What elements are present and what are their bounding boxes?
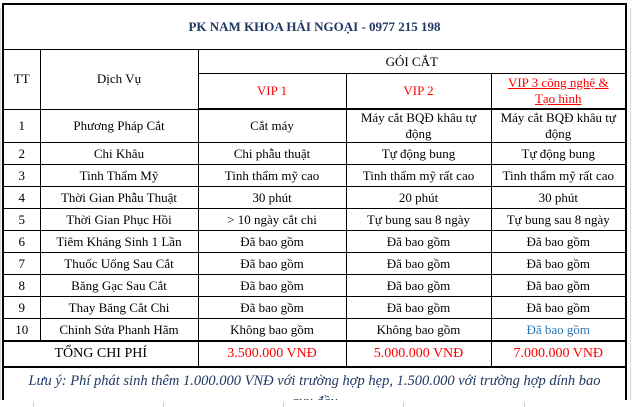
total-label: TỔNG CHI PHÍ <box>2 340 199 368</box>
vip1-value: 30 phút <box>197 186 347 209</box>
table-row: 3 Tinh Thẩm Mỹ Tinh thẩm mỹ cao Tinh thẩ… <box>2 164 627 187</box>
vip1-value: Không bao gồm <box>197 318 347 342</box>
table-row: 9 Thay Băng Cắt Chi Đã bao gồm Đã bao gồ… <box>2 296 627 319</box>
table-row: 6 Tiêm Kháng Sinh 1 Lần Đã bao gồm Đã ba… <box>2 230 627 253</box>
total-price-vip2: 5.000.000 VNĐ <box>345 340 492 368</box>
service-name: Thuốc Uống Sau Cắt <box>39 252 199 275</box>
service-name: Tinh Thẩm Mỹ <box>39 164 199 187</box>
vip1-value: Đã bao gồm <box>197 252 347 275</box>
row-number: 5 <box>2 208 41 231</box>
table-row: 10 Chinh Sửa Phanh Hãm Không bao gồm Khô… <box>2 318 627 342</box>
vip3-value: Đã bao gồm <box>490 252 627 275</box>
col-header-vip2: VIP 2 <box>345 73 492 110</box>
vip2-value: Tinh thẩm mỹ rất cao <box>345 164 492 187</box>
gridline <box>33 402 34 407</box>
row-number: 9 <box>2 296 41 319</box>
vip2-value: Đã bao gồm <box>345 274 492 297</box>
vip2-value: Tự động bung <box>345 142 492 165</box>
table-row: 4 Thời Gian Phẫu Thuật 30 phút 20 phút 3… <box>2 186 627 209</box>
vip3-value: Đã bao gồm <box>490 296 627 319</box>
gridline <box>524 402 525 407</box>
row-number: 10 <box>2 318 41 342</box>
vip1-value: Chi phẫu thuật <box>197 142 347 165</box>
header-row-vips: VIP 1 VIP 2 VIP 3 công nghệ & Tạo hình <box>3 73 627 110</box>
header-row-group: TT Dịch Vụ GÓI CẮT <box>2 49 627 110</box>
vip2-value: Không bao gồm <box>345 318 492 342</box>
service-name: Băng Gạc Sau Cắt <box>39 274 199 297</box>
vip2-value: 20 phút <box>345 186 492 209</box>
vip2-value: Máy cắt BQĐ khâu tự động <box>345 108 492 143</box>
col-header-vip3: VIP 3 công nghệ & Tạo hình <box>490 73 627 110</box>
row-number: 1 <box>2 108 41 143</box>
vip1-value: Đã bao gồm <box>197 274 347 297</box>
service-name: Chi Khâu <box>39 142 199 165</box>
price-comparison-table: PK NAM KHOA HẢI NGOẠI - 0977 215 198 TT … <box>2 3 628 407</box>
vip3-value: Đã bao gồm <box>490 230 627 253</box>
vip3-value: 30 phút <box>490 186 627 209</box>
table-row: 7 Thuốc Uống Sau Cắt Đã bao gồm Đã bao g… <box>2 252 627 275</box>
service-name: Tiêm Kháng Sinh 1 Lần <box>39 230 199 253</box>
total-row: TỔNG CHI PHÍ 3.500.000 VNĐ 5.000.000 VNĐ… <box>2 340 627 368</box>
vip2-value: Đã bao gồm <box>345 230 492 253</box>
row-number: 7 <box>2 252 41 275</box>
row-number: 4 <box>2 186 41 209</box>
service-name: Chinh Sửa Phanh Hãm <box>39 318 199 342</box>
gridline <box>163 402 164 407</box>
excel-gridline-strip <box>0 400 634 407</box>
total-price-vip3: 7.000.000 VNĐ <box>490 340 627 368</box>
gridline-right-edge <box>630 8 631 400</box>
gridline <box>403 402 404 407</box>
table-row: 2 Chi Khâu Chi phẫu thuật Tự động bung T… <box>2 142 627 165</box>
vip2-value: Đã bao gồm <box>345 252 492 275</box>
gridline-left-edge <box>0 8 1 400</box>
vip2-value: Đã bao gồm <box>345 296 492 319</box>
col-header-tt: TT <box>2 49 41 110</box>
vip3-value-highlighted: Đã bao gồm <box>490 318 627 342</box>
table-row: 8 Băng Gạc Sau Cắt Đã bao gồm Đã bao gồm… <box>2 274 627 297</box>
gridline <box>283 402 284 407</box>
title-row: PK NAM KHOA HẢI NGOẠI - 0977 215 198 <box>2 3 627 50</box>
vip1-value: > 10 ngày cắt chi <box>197 208 347 231</box>
vip3-value: Tự bung sau 8 ngày <box>490 208 627 231</box>
service-name: Thời Gian Phục Hồi <box>39 208 199 231</box>
total-price-vip1: 3.500.000 VNĐ <box>197 340 347 368</box>
vip1-value: Cắt máy <box>197 108 347 143</box>
vip3-value: Đã bao gồm <box>490 274 627 297</box>
vip3-line2: Tạo hình <box>534 91 582 106</box>
vip2-value: Tự bung sau 8 ngày <box>345 208 492 231</box>
col-header-package-group: GÓI CẮT <box>197 49 627 74</box>
col-header-vip1: VIP 1 <box>197 73 347 110</box>
row-number: 6 <box>2 230 41 253</box>
table-row: 5 Thời Gian Phục Hồi > 10 ngày cắt chi T… <box>2 208 627 231</box>
row-number: 3 <box>2 164 41 187</box>
row-number: 2 <box>2 142 41 165</box>
vip3-value: Tự động bung <box>490 142 627 165</box>
service-name: Phương Pháp Cắt <box>39 108 199 143</box>
page-title: PK NAM KHOA HẢI NGOẠI - 0977 215 198 <box>2 3 627 50</box>
vip3-line1: VIP 3 công nghệ & <box>507 75 609 90</box>
service-name: Thay Băng Cắt Chi <box>39 296 199 319</box>
table-row: 1 Phương Pháp Cắt Cắt máy Máy cắt BQĐ kh… <box>2 108 627 143</box>
vip3-value: Máy cắt BQĐ khâu tự động <box>490 108 627 143</box>
vip3-value: Tinh thẩm mỹ rất cao <box>490 164 627 187</box>
col-header-service: Dịch Vụ <box>39 49 199 110</box>
vip1-value: Đã bao gồm <box>197 296 347 319</box>
vip1-value: Đã bao gồm <box>197 230 347 253</box>
row-number: 8 <box>2 274 41 297</box>
vip1-value: Tinh thẩm mỹ cao <box>197 164 347 187</box>
service-name: Thời Gian Phẫu Thuật <box>39 186 199 209</box>
